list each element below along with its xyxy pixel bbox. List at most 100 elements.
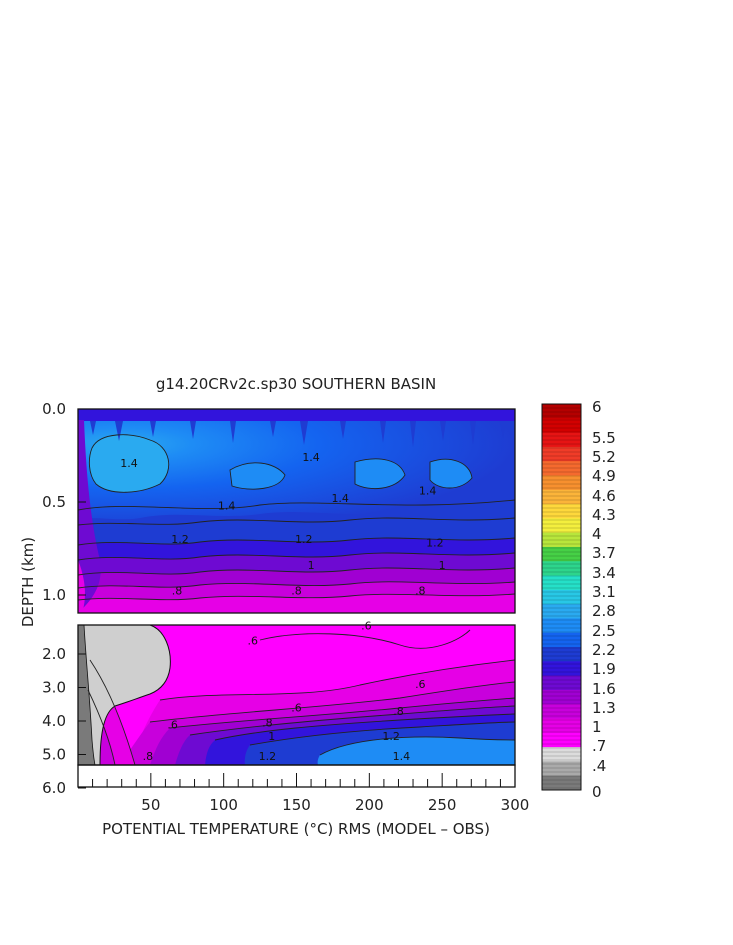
colorbar-label: 4 — [592, 525, 602, 543]
colorbar-swatch — [542, 704, 581, 719]
contour-label: .8 — [415, 585, 426, 598]
contour-label: .6 — [415, 678, 426, 691]
colorbar-swatch — [542, 489, 581, 505]
x-axis-label: POTENTIAL TEMPERATURE (°C) RMS (MODEL – … — [102, 820, 490, 838]
colorbar-swatch — [542, 575, 581, 591]
y-tick-label: 0.0 — [42, 400, 66, 418]
colorbar-swatch — [542, 446, 581, 462]
colorbar: 6 5.55.24.9 4.64.343.7 3.43.12.8 2.52.21.9 1.… — [541, 398, 616, 801]
colorbar-swatch — [542, 761, 581, 777]
x-tick-label: 100 — [209, 796, 238, 814]
colorbar-label: 1.9 — [592, 660, 616, 678]
contour-label: 1.2 — [171, 533, 189, 546]
x-tick-label: 50 — [141, 796, 160, 814]
colorbar-label: 4.9 — [592, 467, 616, 485]
colorbar-swatch — [542, 504, 581, 519]
colorbar-swatch — [542, 604, 581, 619]
x-tick-label: 250 — [428, 796, 457, 814]
contour-label: 1.4 — [302, 451, 320, 464]
upper-frame — [77, 408, 516, 614]
contour-label: 1.4 — [393, 750, 411, 763]
lower-panel — [78, 625, 515, 765]
x-tick-label: 300 — [501, 796, 530, 814]
contour-label: .8 — [291, 585, 302, 598]
contour-labels: 1.4 1.4 1.4 1.4 1.4 1.2 1.2 1.2 1 1 .8 .8 .8 .6 .6 .6 .6… — [120, 451, 445, 763]
colorbar-label: 2.8 — [592, 602, 616, 620]
contour-label: .8 — [143, 750, 154, 763]
colorbar-swatch — [542, 461, 581, 476]
y-tick-label: 4.0 — [42, 712, 66, 730]
western-strip — [78, 420, 101, 613]
colorbar-swatch — [542, 689, 581, 705]
colorbar-swatch — [542, 632, 581, 648]
y-tick-label: 5.0 — [42, 746, 66, 764]
band-1-4 — [78, 420, 515, 520]
contour-label: .6 — [167, 718, 178, 731]
lower-contours — [87, 629, 515, 765]
colorbar-label: 6 — [592, 398, 602, 416]
colorbar-swatch — [542, 718, 581, 734]
colorbar-label: 2.2 — [592, 641, 616, 659]
colorbar-swatch — [542, 732, 581, 748]
colorbar-swatch — [542, 518, 581, 534]
contour-label: 1.4 — [120, 457, 138, 470]
surface-band — [78, 409, 515, 421]
contour-label: 1.2 — [295, 533, 313, 546]
contour-label: 1 — [308, 559, 315, 572]
colorbar-swatch — [542, 647, 581, 662]
contour-label: 1.2 — [426, 537, 444, 550]
band-lower-1-4 — [317, 736, 515, 765]
colorbar-swatch — [542, 561, 581, 576]
colorbar-swatch — [542, 432, 581, 448]
colorbar-swatch — [542, 775, 581, 791]
colorbar-swatch — [542, 418, 581, 433]
colorbar-label: 4.3 — [592, 506, 616, 524]
colorbar-label: .4 — [592, 757, 606, 775]
colorbar-label: 5.5 — [592, 429, 616, 447]
colorbar-label: 1 — [592, 718, 602, 736]
colorbar-label: 3.1 — [592, 583, 616, 601]
colorbar-label: 3.4 — [592, 564, 616, 582]
colorbar-swatch — [542, 589, 581, 605]
chart-title: g14.20CRv2c.sp30 SOUTHERN BASIN — [156, 375, 436, 393]
x-tick-label: 150 — [282, 796, 311, 814]
colorbar-swatch — [542, 618, 581, 634]
band-0-6 — [78, 594, 515, 613]
y-tick-label: 2.0 — [42, 645, 66, 663]
y-axis-label: DEPTH (km) — [19, 537, 37, 627]
colorbar-label: 2.5 — [592, 622, 616, 640]
contour-label: 1.4 — [419, 485, 437, 498]
y-tick-label: 1.0 — [42, 586, 66, 604]
x-axis: 50 100 150 200 250 300 — [92, 773, 530, 814]
contour-label: .6 — [361, 620, 372, 633]
x-tick-label: 200 — [355, 796, 384, 814]
contour-label: 1 — [268, 730, 275, 743]
colorbar-label: 1.3 — [592, 699, 616, 717]
colorbar-label: 3.7 — [592, 544, 616, 562]
colorbar-swatch — [542, 475, 581, 491]
contour-label: .6 — [291, 702, 302, 715]
y-tick-label: 3.0 — [42, 679, 66, 697]
contour-label: 1.4 — [218, 499, 236, 512]
colorbar-label: 5.2 — [592, 448, 616, 466]
contour-label: 1.2 — [259, 750, 277, 763]
colorbar-swatch — [542, 747, 581, 762]
band-1-6-blob — [89, 434, 169, 493]
colorbar-swatch — [542, 661, 581, 677]
colorbar-label: .7 — [592, 737, 606, 755]
colorbar-label: 0 — [592, 783, 602, 801]
contour-label: .8 — [393, 705, 404, 718]
surface-spikes — [90, 421, 506, 447]
contour-label: 1.2 — [382, 730, 400, 743]
colorbar-label: 1.6 — [592, 680, 616, 698]
y-axis: 0.0 0.5 1.0 2.0 3.0 4.0 5.0 6.0 — [42, 400, 86, 797]
y-tick-label: 0.5 — [42, 493, 66, 511]
colorbar-swatch — [542, 546, 581, 562]
colorbar-frame — [541, 403, 582, 791]
colorbar-swatch — [542, 675, 581, 691]
upper-contours — [78, 434, 515, 601]
contour-label: 1 — [439, 559, 446, 572]
upper-panel — [78, 409, 515, 613]
colorbar-label: 4.6 — [592, 487, 616, 505]
colorbar-swatch — [542, 532, 581, 548]
